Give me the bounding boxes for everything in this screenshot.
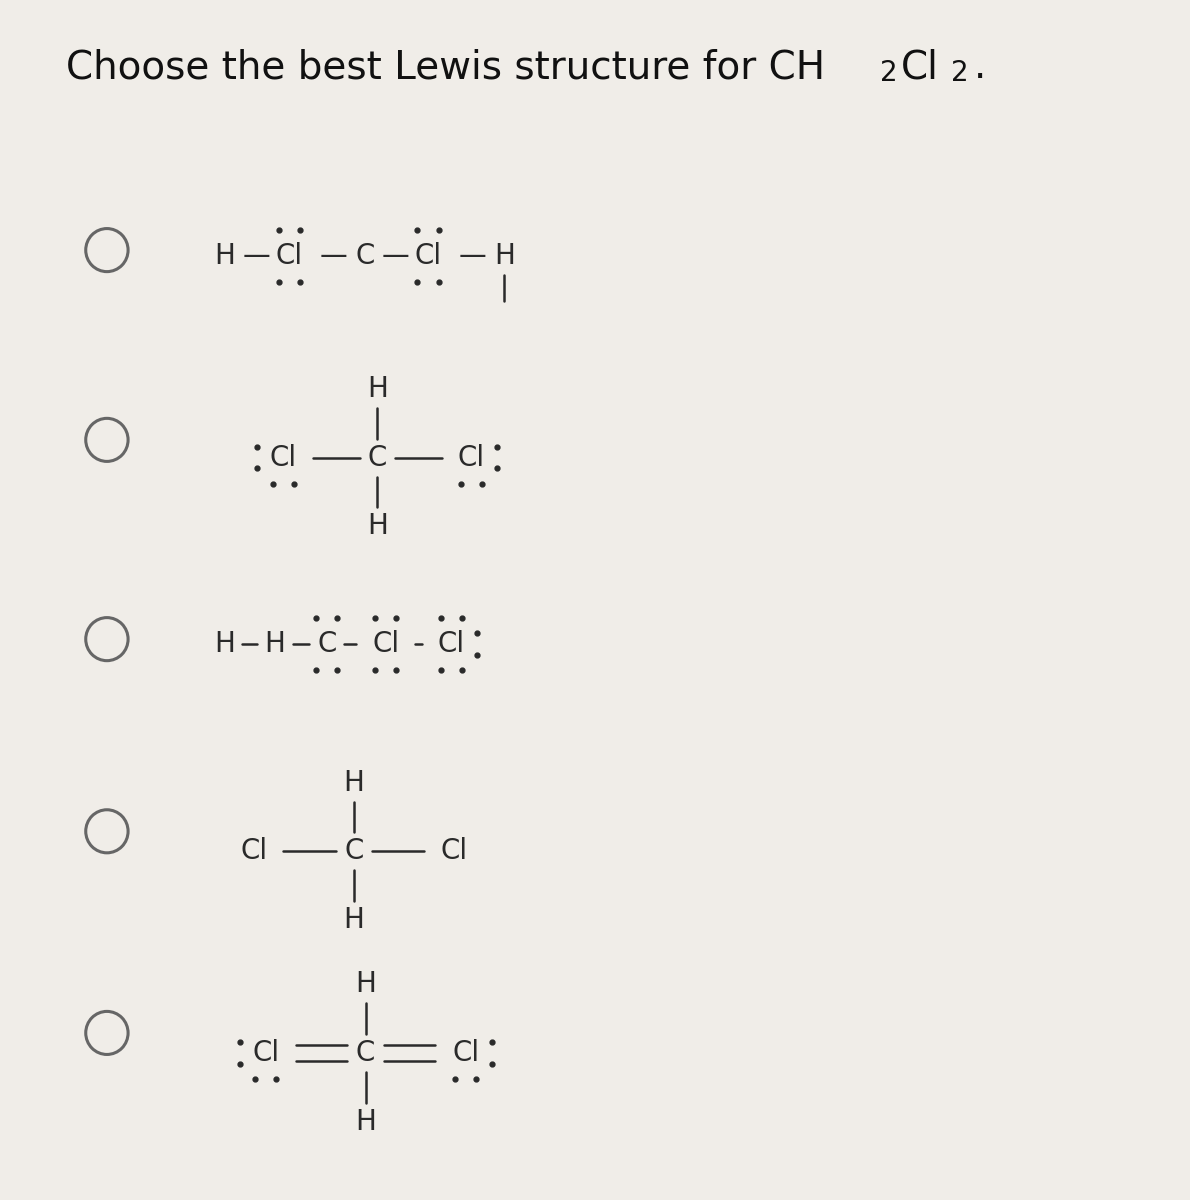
Text: —: — (459, 242, 487, 270)
Text: Cl: Cl (240, 838, 268, 865)
Text: —: — (381, 242, 409, 270)
Text: H: H (264, 630, 286, 658)
Text: Cl: Cl (270, 444, 296, 472)
Text: 2: 2 (951, 59, 969, 88)
Text: H: H (494, 242, 515, 270)
Text: Cl: Cl (901, 48, 939, 86)
Text: Cl: Cl (372, 630, 399, 658)
Text: —: — (243, 242, 270, 270)
Text: H: H (356, 1108, 376, 1136)
Text: H: H (214, 242, 234, 270)
Text: C: C (356, 1039, 375, 1067)
Text: C: C (318, 630, 337, 658)
Text: H: H (344, 769, 364, 797)
Text: H: H (356, 971, 376, 998)
Text: C: C (368, 444, 387, 472)
Text: Cl: Cl (276, 242, 302, 270)
Text: Cl: Cl (452, 1039, 480, 1067)
Text: H: H (344, 906, 364, 935)
Text: Cl: Cl (458, 444, 486, 472)
Text: —: — (320, 242, 347, 270)
Text: Cl: Cl (438, 630, 465, 658)
Text: .: . (973, 48, 987, 86)
Text: H: H (214, 630, 234, 658)
Text: Cl: Cl (440, 838, 468, 865)
Text: C: C (356, 242, 375, 270)
Text: 2: 2 (879, 59, 897, 88)
Text: H: H (367, 374, 388, 403)
Text: H: H (367, 512, 388, 540)
Text: C: C (344, 838, 364, 865)
Text: Cl: Cl (252, 1039, 280, 1067)
Text: Choose the best Lewis structure for CH: Choose the best Lewis structure for CH (65, 48, 825, 86)
Text: Cl: Cl (414, 242, 441, 270)
